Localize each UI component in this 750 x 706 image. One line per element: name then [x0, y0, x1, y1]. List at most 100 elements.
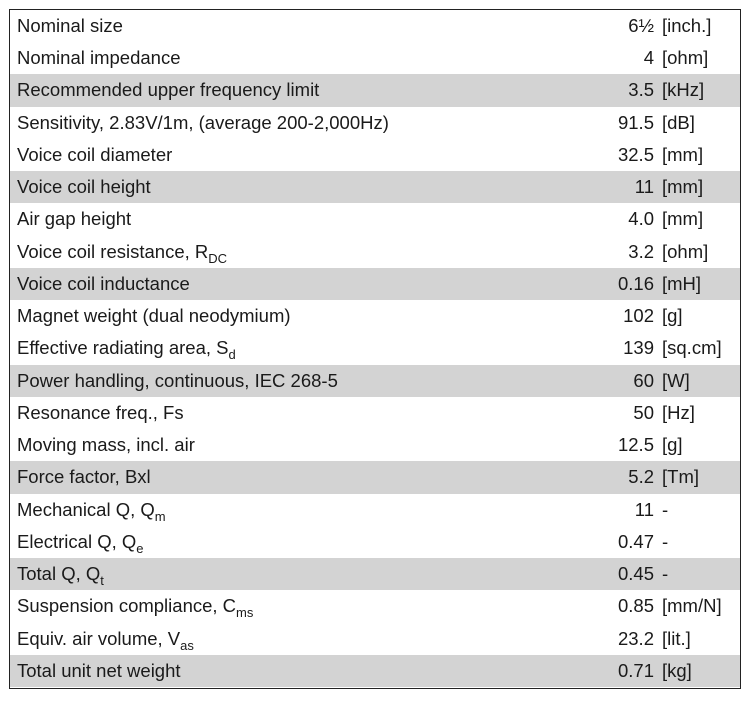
row-value: 4 — [643, 47, 654, 69]
row-label: Suspension compliance, Cms — [17, 590, 253, 622]
row-label: Electrical Q, Qe — [17, 526, 143, 558]
row-label: Force factor, Bxl — [17, 461, 151, 493]
table-row: Sensitivity, 2.83V/1m, (average 200-2,00… — [10, 107, 740, 139]
label-text: Total Q, Q — [17, 563, 101, 585]
label-text: Moving mass, incl. air — [17, 434, 195, 456]
row-value: 0.71 — [617, 659, 654, 681]
row-label: Resonance freq., Fs — [17, 397, 184, 429]
row-value: 5.2 — [628, 466, 654, 488]
table-row: Air gap height 4.0 [mm] — [10, 203, 740, 235]
label-text: Power handling, continuous, IEC 268-5 — [17, 369, 338, 391]
table-row: Force factor, Bxl 5.2 [Tm] — [10, 461, 740, 494]
row-label: Mechanical Q, Qm — [17, 494, 166, 526]
row-value: 6½ — [628, 15, 654, 36]
row-unit: [mm] — [662, 208, 704, 230]
label-subscript: d — [228, 347, 236, 363]
label-subscript: m — [154, 508, 166, 524]
row-value: 0.16 — [617, 272, 654, 294]
row-value: 0.47 — [617, 530, 654, 552]
row-unit: - — [662, 530, 669, 552]
table-row: Recommended upper frequency limit 3.5 [kHz… — [10, 74, 740, 107]
row-unit: [inch.] — [662, 15, 712, 36]
table-row: Voice coil inductance 0.16 [mH] — [10, 267, 740, 301]
row-value: 11 — [634, 176, 654, 198]
table-row: Suspension compliance, Cms 0.85 [mm/N] — [10, 590, 740, 622]
row-unit: [ohm] — [662, 47, 709, 69]
table-row: Nominal impedance 4 [ohm] — [10, 42, 740, 74]
row-unit: - — [662, 563, 669, 585]
row-label: Total unit net weight — [17, 655, 181, 687]
table-row: Equiv. air volume, Vas 23.2 [lit.] — [10, 623, 740, 655]
label-subscript: e — [136, 540, 144, 556]
table-row: Total unit net weight 0.71 [kg] — [10, 654, 740, 687]
table-row: Magnet weight (dual neodymium) 102 [g] — [10, 300, 740, 332]
row-value: 139 — [623, 337, 654, 359]
row-value: 0.45 — [617, 563, 654, 585]
label-subscript: ms — [236, 605, 254, 621]
label-text: Resonance freq., Fs — [17, 401, 184, 423]
label-text: Air gap height — [17, 208, 132, 230]
label-text: Mechanical Q, Q — [17, 498, 155, 520]
row-value: 91.5 — [617, 111, 654, 133]
row-unit: [lit.] — [662, 627, 691, 649]
row-value: 102 — [623, 305, 654, 327]
label-text: Suspension compliance, C — [17, 595, 237, 617]
label-text: Effective radiating area, S — [17, 337, 229, 359]
row-unit: [mH] — [662, 272, 702, 294]
label-text: Electrical Q, Q — [17, 530, 137, 552]
table-row: Total Q, Qt 0.45- — [10, 558, 740, 591]
label-text: Nominal size — [17, 15, 123, 36]
row-label: Voice coil resistance, RDC — [17, 236, 227, 268]
row-value: 11 — [634, 498, 654, 520]
table-row: Voice coil height 11 [mm] — [10, 171, 740, 204]
label-text: Equiv. air volume, V — [17, 627, 181, 649]
table-row: Effective radiating area, Sd 139 [sq.cm] — [10, 332, 740, 364]
row-label: Voice coil diameter — [17, 139, 172, 171]
row-unit: [sq.cm] — [662, 337, 722, 359]
table-row: Electrical Q, Qe 0.47- — [10, 526, 740, 558]
row-unit: [mm/N] — [662, 595, 722, 617]
row-unit: [dB] — [662, 111, 695, 133]
row-value: 3.5 — [628, 79, 654, 101]
label-text: Magnet weight (dual neodymium) — [17, 305, 291, 327]
row-label: Equiv. air volume, Vas — [17, 623, 194, 655]
row-label: Recommended upper frequency limit — [17, 74, 319, 106]
table-row: Power handling, continuous, IEC 268-5 60 [… — [10, 364, 740, 397]
row-value: 4.0 — [628, 208, 654, 230]
row-unit: [g] — [662, 305, 683, 327]
row-label: Effective radiating area, Sd — [17, 332, 236, 364]
label-text: Voice coil height — [17, 176, 151, 198]
row-label: Air gap height — [17, 203, 131, 235]
label-subscript: DC — [208, 250, 228, 266]
row-value: 50 — [633, 401, 654, 423]
label-text: Voice coil diameter — [17, 143, 173, 165]
row-label: Magnet weight (dual neodymium) — [17, 300, 291, 332]
row-unit: [Hz] — [662, 401, 695, 423]
row-label: Voice coil height — [17, 171, 151, 203]
row-label: Power handling, continuous, IEC 268-5 — [17, 365, 338, 397]
row-value: 3.2 — [628, 240, 654, 262]
row-label: Moving mass, incl. air — [17, 429, 195, 461]
row-unit: [mm] — [662, 143, 704, 165]
row-label: Nominal size — [17, 10, 123, 42]
row-value: 23.2 — [617, 627, 654, 649]
table-row: Nominal size 6½ [inch.] — [10, 10, 740, 42]
table-row: Resonance freq., Fs 50 [Hz] — [10, 397, 740, 429]
label-subscript: t — [100, 573, 104, 589]
table-row: Voice coil resistance, RDC 3.2 [ohm] — [10, 236, 740, 268]
row-unit: [mm] — [662, 176, 704, 198]
row-unit: [W] — [662, 369, 690, 391]
row-unit: - — [662, 498, 669, 520]
row-value: 0.85 — [617, 595, 654, 617]
label-text: Recommended upper frequency limit — [17, 79, 320, 101]
label-text: Sensitivity, 2.83V/1m, (average 200-2,00… — [17, 111, 389, 133]
row-label: Total Q, Qt — [17, 558, 104, 590]
row-value: 12.5 — [617, 434, 654, 456]
row-label: Sensitivity, 2.83V/1m, (average 200-2,00… — [17, 107, 389, 139]
label-text: Voice coil resistance, R — [17, 240, 209, 262]
row-unit: [kHz] — [662, 79, 705, 101]
label-text: Force factor, Bxl — [17, 466, 151, 488]
row-unit: [Tm] — [662, 466, 699, 488]
row-unit: [g] — [662, 434, 683, 456]
